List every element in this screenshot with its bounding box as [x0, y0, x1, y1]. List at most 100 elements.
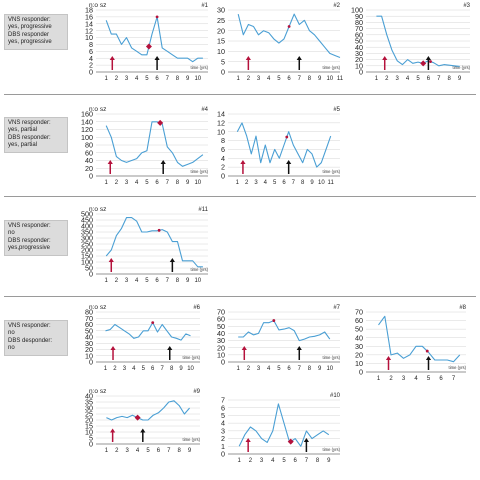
y-axis-label: n:o sz — [89, 206, 106, 213]
y-tick-label: 10 — [85, 428, 93, 437]
x-tick-label: 3 — [126, 448, 130, 454]
x-tick-label: 3 — [402, 376, 406, 382]
y-tick-label: 350 — [81, 228, 93, 237]
y-tick-label: 70 — [85, 314, 93, 323]
x-axis-label: time (yrs) — [453, 65, 471, 70]
x-tick-label: 10 — [194, 278, 201, 284]
y-tick-label: 500 — [81, 210, 93, 219]
y-tick-label: 90 — [355, 12, 363, 21]
x-axis-label: time (yrs) — [191, 267, 209, 272]
x-tick-label: 8 — [176, 76, 180, 82]
vns-arrow-head — [109, 56, 115, 60]
x-axis-label: time (yrs) — [183, 437, 201, 442]
y-tick-label: 10 — [217, 350, 225, 359]
x-tick-label: 1 — [236, 180, 240, 186]
x-tick-label: 1 — [377, 376, 381, 382]
x-tick-label: 5 — [145, 76, 149, 82]
x-axis-label: time (yrs) — [191, 169, 209, 174]
x-tick-label: 10 — [326, 366, 333, 372]
label-line: VNS responder: — [8, 120, 51, 126]
x-tick-label: 5 — [142, 366, 146, 372]
y-tick-label: 20 — [85, 416, 93, 425]
x-tick-label: 8 — [308, 76, 312, 82]
y-tick-label: 0 — [221, 68, 225, 77]
y-tick-label: 0 — [359, 68, 363, 77]
star-marker — [425, 349, 429, 353]
x-axis-label: time (yrs) — [191, 65, 209, 70]
y-tick-label: 15 — [217, 37, 225, 46]
y-tick-label: 30 — [355, 49, 363, 58]
y-tick-label: 6 — [221, 145, 225, 154]
x-tick-label: 8 — [448, 76, 452, 82]
series-line — [105, 217, 203, 268]
x-tick-label: 3 — [125, 180, 129, 186]
x-tick-label: 1 — [237, 366, 241, 372]
y-tick-label: 8 — [89, 40, 93, 49]
y-tick-label: 10 — [85, 351, 93, 360]
x-tick-label: 10 — [187, 366, 194, 372]
x-tick-label: 3 — [254, 180, 258, 186]
star-marker — [272, 319, 276, 322]
y-tick-label: 40 — [355, 43, 363, 52]
x-tick-label: 3 — [396, 76, 400, 82]
x-tick-label: 8 — [178, 448, 182, 454]
label-line: yes, partial — [8, 142, 38, 149]
y-tick-label: 20 — [85, 345, 93, 354]
x-tick-label: 9 — [179, 366, 183, 372]
x-tick-label: 6 — [427, 76, 431, 82]
y-tick-label: 160 — [81, 110, 93, 119]
group-separator — [4, 296, 476, 297]
diamond-marker — [420, 60, 427, 67]
y-tick-label: 4 — [221, 419, 225, 428]
responder-label-3: VNS responder: no DBS responder: yes,pro… — [4, 220, 68, 256]
series-line — [105, 121, 204, 167]
dbs-arrow-head — [303, 438, 309, 442]
vns-arrow-head — [110, 346, 116, 350]
x-tick-label: 7 — [298, 366, 302, 372]
responder-label-4: VNS responder: no DBS desponder: no — [4, 320, 68, 356]
y-axis-label: n:o sz — [89, 304, 106, 311]
y-axis-label: n:o sz — [89, 388, 106, 395]
vns-arrow-head — [245, 438, 251, 442]
x-tick-label: 1 — [237, 76, 241, 82]
x-tick-label: 9 — [318, 76, 322, 82]
x-tick-label: 4 — [132, 366, 136, 372]
y-tick-label: 20 — [85, 164, 93, 173]
y-tick-label: 50 — [355, 325, 363, 334]
x-axis-label: time (yrs) — [449, 365, 467, 370]
label-line: no — [8, 330, 15, 337]
x-tick-label: 11 — [328, 180, 335, 186]
x-tick-label: 8 — [176, 180, 180, 186]
y-tick-label: 0 — [89, 270, 93, 279]
x-tick-label: 8 — [301, 180, 305, 186]
x-tick-label: 2 — [247, 366, 251, 372]
chart-title: #7 — [333, 305, 340, 311]
x-tick-label: 1 — [375, 76, 379, 82]
x-tick-label: 3 — [257, 76, 261, 82]
x-tick-label: 6 — [157, 448, 161, 454]
y-tick-label: 35 — [85, 398, 93, 407]
series-line — [238, 320, 331, 342]
x-tick-label: 7 — [292, 180, 296, 186]
responder-label-1: VNS responder: yes, progressive DBS resp… — [4, 14, 68, 50]
y-tick-label: 450 — [81, 216, 93, 225]
x-tick-label: 5 — [416, 76, 420, 82]
y-tick-label: 20 — [217, 343, 225, 352]
x-tick-label: 9 — [186, 180, 190, 186]
series-line — [237, 13, 341, 59]
y-tick-label: 60 — [85, 320, 93, 329]
group-separator — [4, 94, 476, 95]
x-tick-label: 8 — [170, 366, 174, 372]
y-tick-label: 70 — [217, 308, 225, 317]
y-tick-label: 70 — [355, 308, 363, 317]
x-tick-label: 4 — [271, 458, 275, 464]
y-axis-label: n:o sz — [89, 106, 106, 113]
x-tick-label: 6 — [155, 180, 159, 186]
y-tick-label: 100 — [81, 258, 93, 267]
y-tick-label: 100 — [81, 133, 93, 142]
x-tick-label: 10 — [318, 180, 325, 186]
x-tick-label: 4 — [135, 76, 139, 82]
y-tick-label: 20 — [355, 55, 363, 64]
y-tick-label: 80 — [355, 18, 363, 27]
